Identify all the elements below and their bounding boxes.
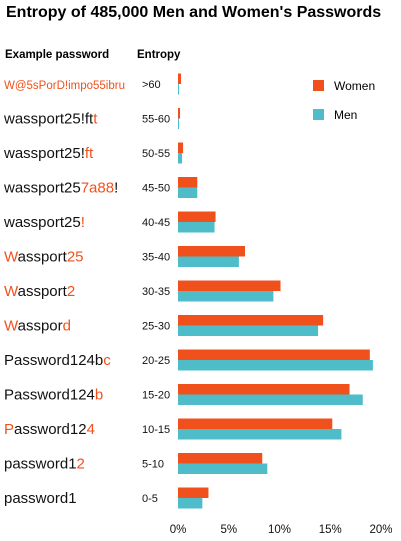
entropy-label-12: 0-5: [142, 493, 158, 505]
chart-title: Entropy of 485,000 Men and Women's Passw…: [6, 4, 381, 21]
password-segment: W: [4, 318, 19, 335]
example-password-12: password1: [4, 490, 77, 507]
bar-women-6: [178, 280, 281, 291]
password-segment: 25: [67, 249, 84, 266]
example-password-6: Wassport2: [4, 283, 75, 300]
bar-women-10: [178, 418, 333, 429]
entropy-label-5: 35-40: [142, 252, 170, 264]
bar-men-6: [178, 291, 274, 302]
entropy-label-8: 20-25: [142, 355, 170, 367]
password-segment: assport: [18, 283, 68, 300]
bar-men-2: [178, 153, 183, 164]
x-tick-label: 20%: [369, 524, 392, 536]
bar-men-0: [178, 84, 180, 95]
example-password-1: wassport25!ftt: [3, 111, 98, 128]
x-tick-label: 5%: [220, 524, 237, 536]
entropy-label-0: >60: [142, 79, 161, 91]
password-segment: 7a88: [81, 180, 114, 197]
example-password-3: wassport257a88!: [3, 180, 118, 197]
example-password-8: Password124bc: [4, 352, 111, 369]
password-segment: !: [81, 214, 85, 231]
password-segment: W: [4, 283, 19, 300]
bar-women-12: [178, 487, 209, 498]
entropy-label-4: 40-45: [142, 217, 170, 229]
password-segment: 2: [67, 283, 75, 300]
example-password-10: Password124: [4, 421, 95, 438]
password-segment: asspor: [18, 318, 63, 335]
bar-women-0: [178, 73, 182, 84]
bar-women-5: [178, 246, 245, 257]
bar-men-1: [178, 118, 180, 129]
header-entropy: Entropy: [137, 49, 181, 61]
header-example-password: Example password: [5, 49, 109, 61]
chart-bars: [178, 73, 373, 509]
entropy-label-1: 55-60: [142, 114, 170, 126]
password-segment: W: [4, 249, 19, 266]
legend-label-women: Women: [334, 79, 375, 93]
legend-label-men: Men: [334, 108, 357, 122]
example-password-9: Password124b: [4, 387, 103, 404]
entropy-label-3: 45-50: [142, 183, 170, 195]
bar-men-9: [178, 394, 363, 405]
password-segment: password1: [4, 490, 77, 507]
bar-women-11: [178, 453, 263, 464]
password-segment: wassport25: [3, 214, 81, 231]
bar-men-3: [178, 187, 198, 198]
entropy-label-7: 25-30: [142, 321, 170, 333]
password-segment: assword12: [14, 421, 87, 438]
bar-women-7: [178, 315, 324, 326]
password-segment: !: [114, 180, 118, 197]
x-tick-label: 0%: [170, 524, 187, 536]
password-segment: t: [93, 111, 98, 128]
legend-swatch-men: [313, 109, 324, 120]
example-password-7: Wasspord: [4, 318, 71, 335]
example-password-5: Wassport25: [4, 249, 84, 266]
password-segment: Password124: [4, 387, 95, 404]
password-segment: assport: [18, 249, 68, 266]
legend: Women Men: [313, 79, 375, 122]
bar-women-1: [178, 108, 181, 119]
bar-women-4: [178, 211, 216, 222]
password-segment: Password124b: [4, 352, 103, 369]
entropy-label-6: 30-35: [142, 286, 170, 298]
password-segment: wassport25!: [3, 145, 85, 162]
legend-swatch-women: [313, 80, 324, 91]
password-segment: c: [103, 352, 111, 369]
bar-women-8: [178, 349, 370, 360]
x-axis: 0% 5% 10% 15% 20%: [170, 524, 393, 536]
password-segment: P: [4, 421, 14, 438]
entropy-label-10: 10-15: [142, 424, 170, 436]
entropy-label-2: 50-55: [142, 148, 170, 160]
bar-women-2: [178, 142, 184, 153]
bar-men-10: [178, 429, 342, 440]
password-segment: 2: [77, 456, 85, 473]
x-tick-label: 10%: [268, 524, 291, 536]
password-segment: d: [63, 318, 71, 335]
bar-women-3: [178, 177, 198, 188]
password-segment: password1: [4, 456, 77, 473]
password-segment: wassport25!ft: [3, 111, 94, 128]
password-segment: ft: [85, 145, 94, 162]
entropy-label-11: 5-10: [142, 459, 164, 471]
example-password-11: password12: [4, 456, 85, 473]
example-password-0: W@5sPorD!impo55ibru: [4, 80, 125, 92]
bar-men-5: [178, 256, 239, 267]
x-tick-label: 15%: [319, 524, 342, 536]
bar-men-7: [178, 325, 319, 336]
password-segment: W@5sPorD!impo55ibru: [4, 80, 125, 92]
example-password-2: wassport25!ft: [3, 145, 94, 162]
bar-men-11: [178, 463, 268, 474]
password-segment: 4: [87, 421, 95, 438]
bar-women-9: [178, 384, 350, 395]
entropy-label-9: 15-20: [142, 390, 170, 402]
bar-men-8: [178, 360, 373, 371]
password-segment: b: [95, 387, 103, 404]
password-segment: wassport25: [3, 180, 81, 197]
bar-men-4: [178, 222, 215, 233]
bar-men-12: [178, 498, 203, 509]
example-password-4: wassport25!: [3, 214, 85, 231]
